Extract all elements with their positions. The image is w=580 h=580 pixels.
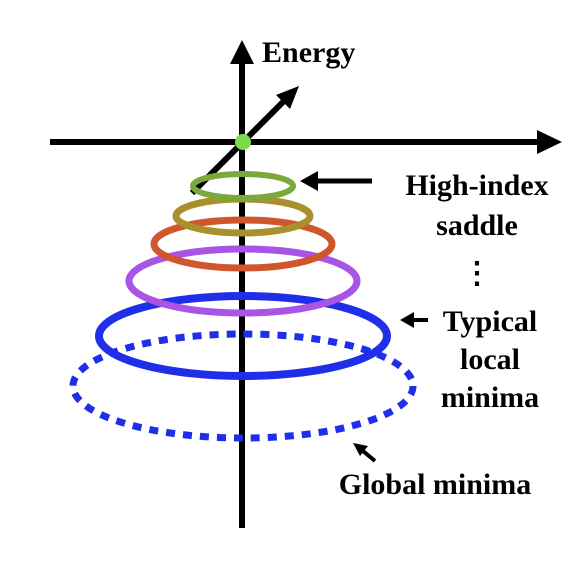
global-minima-pointer-arrow [361, 449, 377, 463]
energy-axis-arrowhead [230, 40, 254, 64]
global-minima-ring [69, 330, 417, 442]
high-index-saddle-ring [190, 171, 296, 201]
typical-minima-pointer-arrowhead [400, 312, 414, 328]
global-minima-pointer-arrowhead [353, 443, 368, 456]
origin-dot [235, 134, 251, 150]
global-minima-label: Global minima [339, 468, 532, 501]
orange-ring [150, 216, 336, 272]
typical-minima-label-line1: Typical [443, 305, 537, 338]
ellipsis-vertical: ⋮ [462, 257, 492, 290]
depth-axis-arrowhead [276, 86, 299, 109]
purple-ring [125, 245, 361, 317]
high-index-pointer-arrowhead [300, 171, 318, 191]
high-index-label-line2: saddle [436, 209, 518, 242]
typical-minima-label-line3: minima [441, 381, 539, 414]
horizontal-axis-arrowhead [537, 130, 562, 154]
typical-minima-label-line2: local [460, 343, 520, 376]
energy-axis-label: Energy [262, 36, 355, 69]
high-index-label-line1: High-index [405, 169, 548, 202]
typical-minima-ring [95, 292, 391, 380]
